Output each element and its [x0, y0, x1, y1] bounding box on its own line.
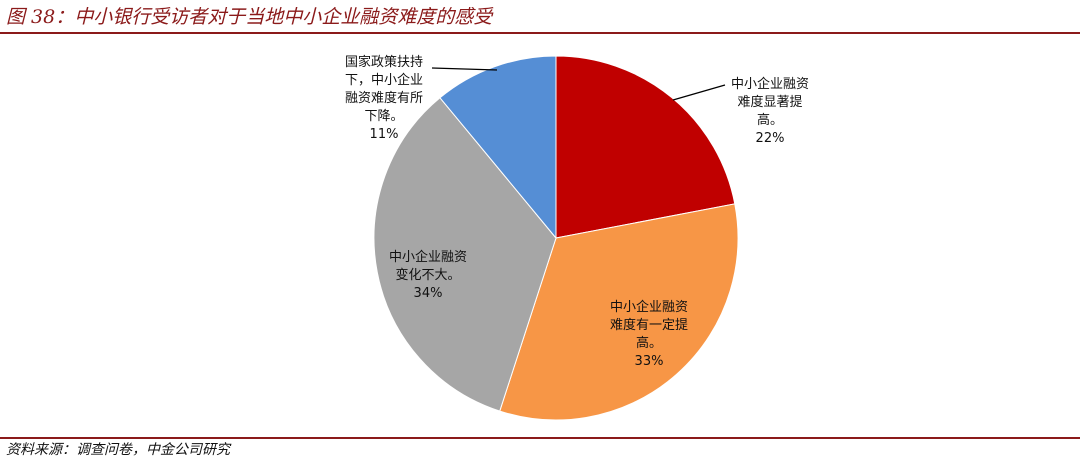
source-rule	[0, 437, 1080, 439]
leader-line-1	[672, 84, 726, 101]
slice-value-label: 11%	[370, 127, 399, 142]
slice-label-line: 变化不大。	[395, 267, 460, 283]
pie-slice-3	[373, 97, 557, 412]
slice-label-line: 下降。	[364, 109, 403, 124]
slice-label-line: 国家政策扶持	[345, 54, 423, 70]
slice-value-label: 33%	[635, 354, 664, 369]
slice-label-4: 国家政策扶持下，中小企业融资难度有所下降。 11%	[345, 54, 423, 142]
slice-value-label: 22%	[756, 131, 785, 146]
pie-slice-4	[439, 55, 557, 240]
slice-label-line: 融资难度有所	[345, 90, 423, 106]
figure-title: 图 38：中小银行受访者对于当地中小企业融资难度的感受	[6, 6, 493, 28]
pie-slice-1	[555, 55, 736, 239]
slice-label-line: 难度有一定提	[610, 317, 688, 333]
slice-label-line: 中小企业融资	[389, 249, 467, 265]
leader-line-4	[431, 67, 498, 71]
source-note: 资料来源：调查问卷，中金公司研究	[6, 442, 230, 458]
slice-label-1: 中小企业融资难度显著提高。 22%	[731, 76, 809, 146]
slice-label-line: 高。	[636, 335, 662, 351]
slice-label-line: 中小企业融资	[731, 76, 809, 92]
pie-slice-2	[499, 203, 739, 421]
slice-label-line: 中小企业融资	[610, 299, 688, 315]
slice-value-label: 34%	[414, 286, 443, 301]
slice-label-line: 难度显著提	[737, 94, 802, 110]
slice-label-line: 下，中小企业	[345, 72, 423, 88]
slice-label-line: 高。	[757, 112, 783, 128]
title-rule	[0, 32, 1080, 34]
slice-label-2: 中小企业融资难度有一定提高。 33%	[610, 299, 688, 369]
slice-label-3: 中小企业融资变化不大。 34%	[389, 249, 467, 301]
